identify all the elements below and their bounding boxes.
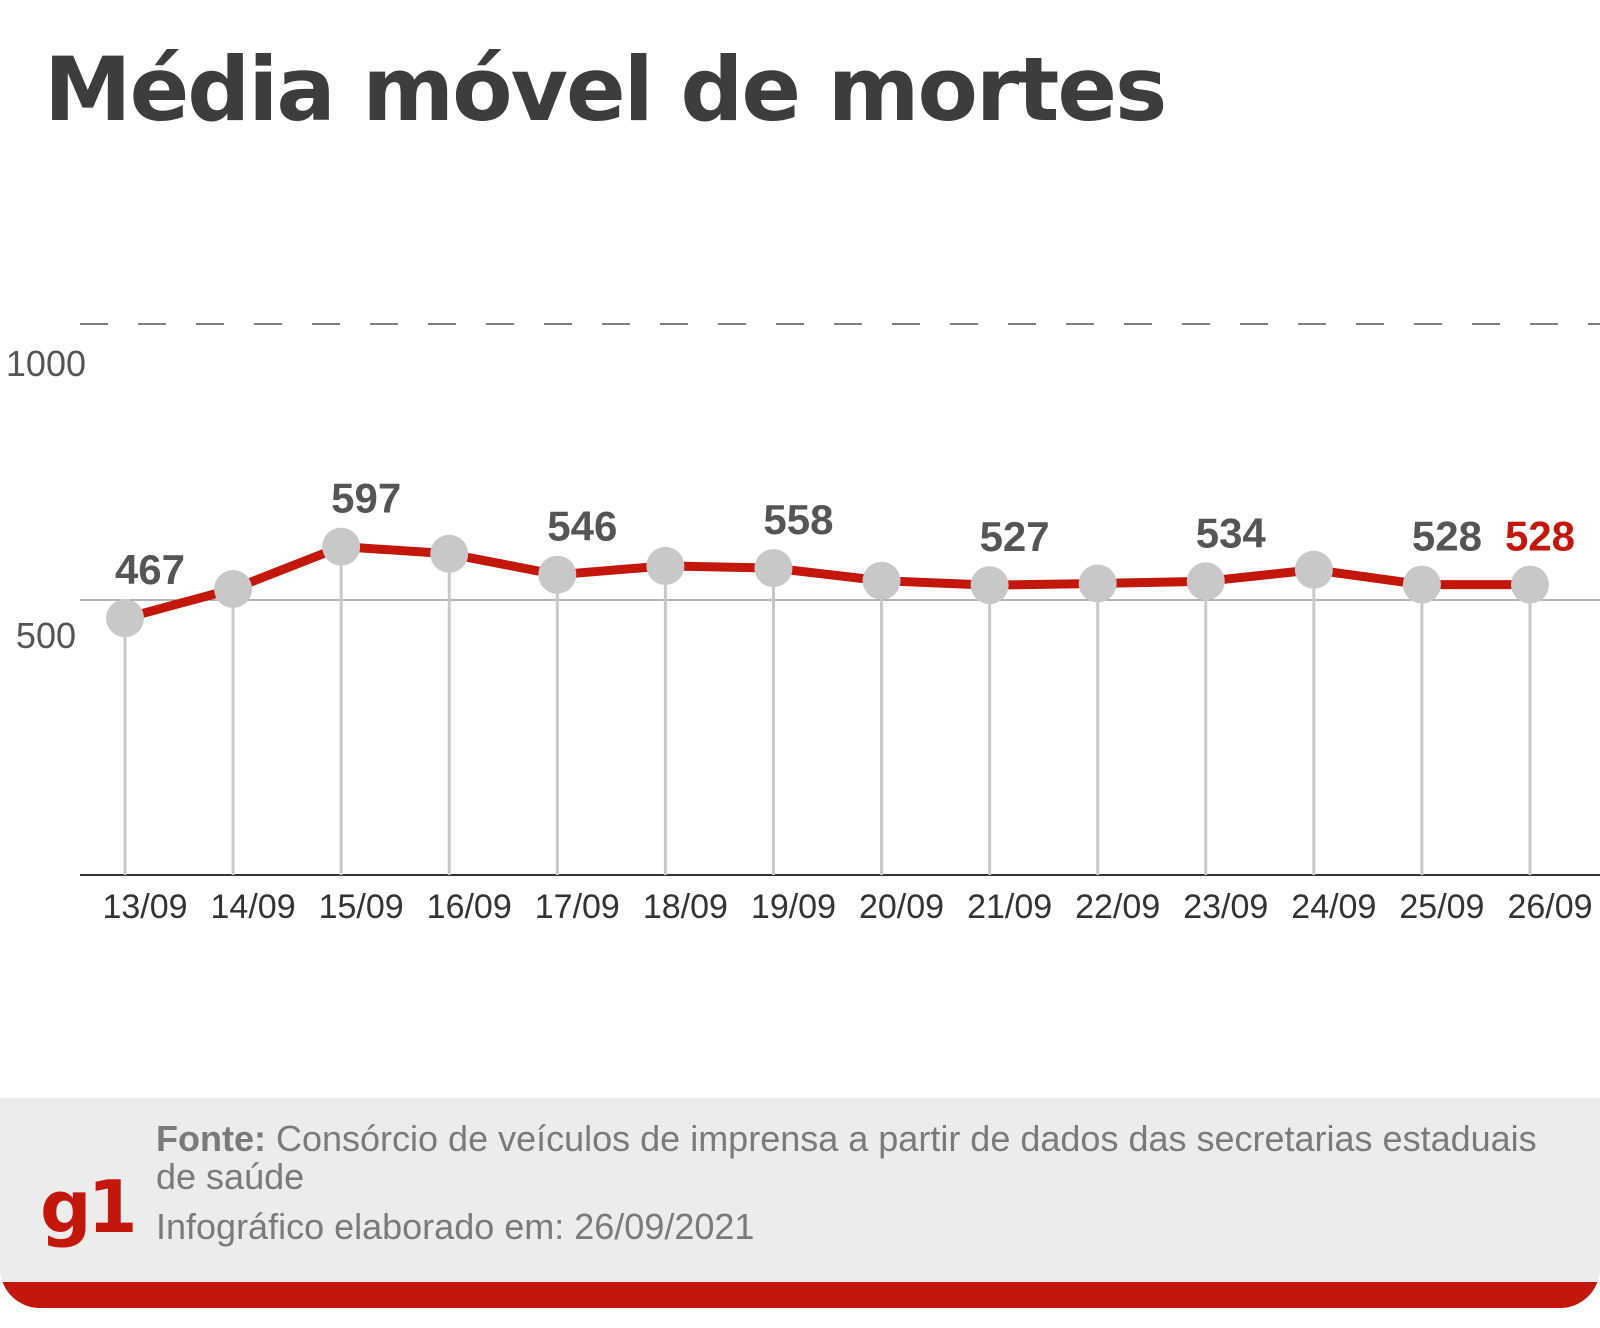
data-label: 558	[763, 496, 833, 543]
data-point	[538, 555, 577, 594]
x-tick-label: 22/09	[1075, 888, 1160, 926]
x-tick-label: 26/09	[1507, 888, 1592, 926]
x-tick-label: 25/09	[1399, 888, 1484, 926]
y-tick-label: 1000	[6, 343, 86, 384]
g1-logo: g1	[40, 1165, 138, 1249]
source-text: Consórcio de veículos de imprensa a part…	[156, 1118, 1537, 1197]
data-point	[1402, 565, 1441, 604]
x-tick-label: 24/09	[1291, 888, 1376, 926]
x-tick-label: 21/09	[967, 888, 1052, 926]
data-label: 597	[331, 475, 401, 522]
data-point	[322, 527, 361, 566]
y-tick-label: 500	[16, 615, 76, 656]
data-point	[754, 549, 793, 588]
footer	[0, 1098, 1600, 1308]
x-tick-label: 15/09	[319, 888, 404, 926]
data-point	[1078, 564, 1117, 603]
data-label: 527	[980, 513, 1050, 560]
x-tick-label: 20/09	[859, 888, 944, 926]
x-tick-label: 18/09	[643, 888, 728, 926]
data-label: 546	[547, 503, 617, 550]
x-tick-label: 17/09	[535, 888, 620, 926]
data-point	[1294, 550, 1333, 589]
data-label: 534	[1196, 509, 1267, 556]
data-label: 528	[1412, 513, 1482, 560]
data-point	[646, 546, 685, 585]
x-tick-label: 13/09	[102, 888, 187, 926]
source-label: Fonte:	[156, 1118, 266, 1159]
data-label: 467	[115, 546, 185, 593]
data-point	[862, 561, 901, 600]
data-point	[970, 566, 1009, 605]
data-point	[106, 599, 144, 638]
data-point	[430, 534, 469, 573]
data-label: 528	[1505, 513, 1575, 560]
x-tick-label: 16/09	[427, 888, 512, 926]
x-tick-label: 14/09	[211, 888, 296, 926]
line-chart: 1000 500 467 597 546 558 527 534 528 528 13/09 14/0…	[6, 323, 1600, 926]
data-point	[214, 570, 253, 608]
x-tick-label: 23/09	[1183, 888, 1268, 926]
data-point	[1186, 562, 1225, 601]
made-date-note: Infográfico elaborado em: 26/09/2021	[156, 1206, 755, 1247]
footer-accent-bar	[0, 1282, 1600, 1308]
x-tick-label: 19/09	[751, 888, 836, 926]
data-point	[1511, 565, 1549, 604]
source-note: Fonte: Consórcio de veículos de imprensa…	[156, 1120, 1556, 1196]
chart-title: Média móvel de mortes	[44, 38, 1167, 141]
